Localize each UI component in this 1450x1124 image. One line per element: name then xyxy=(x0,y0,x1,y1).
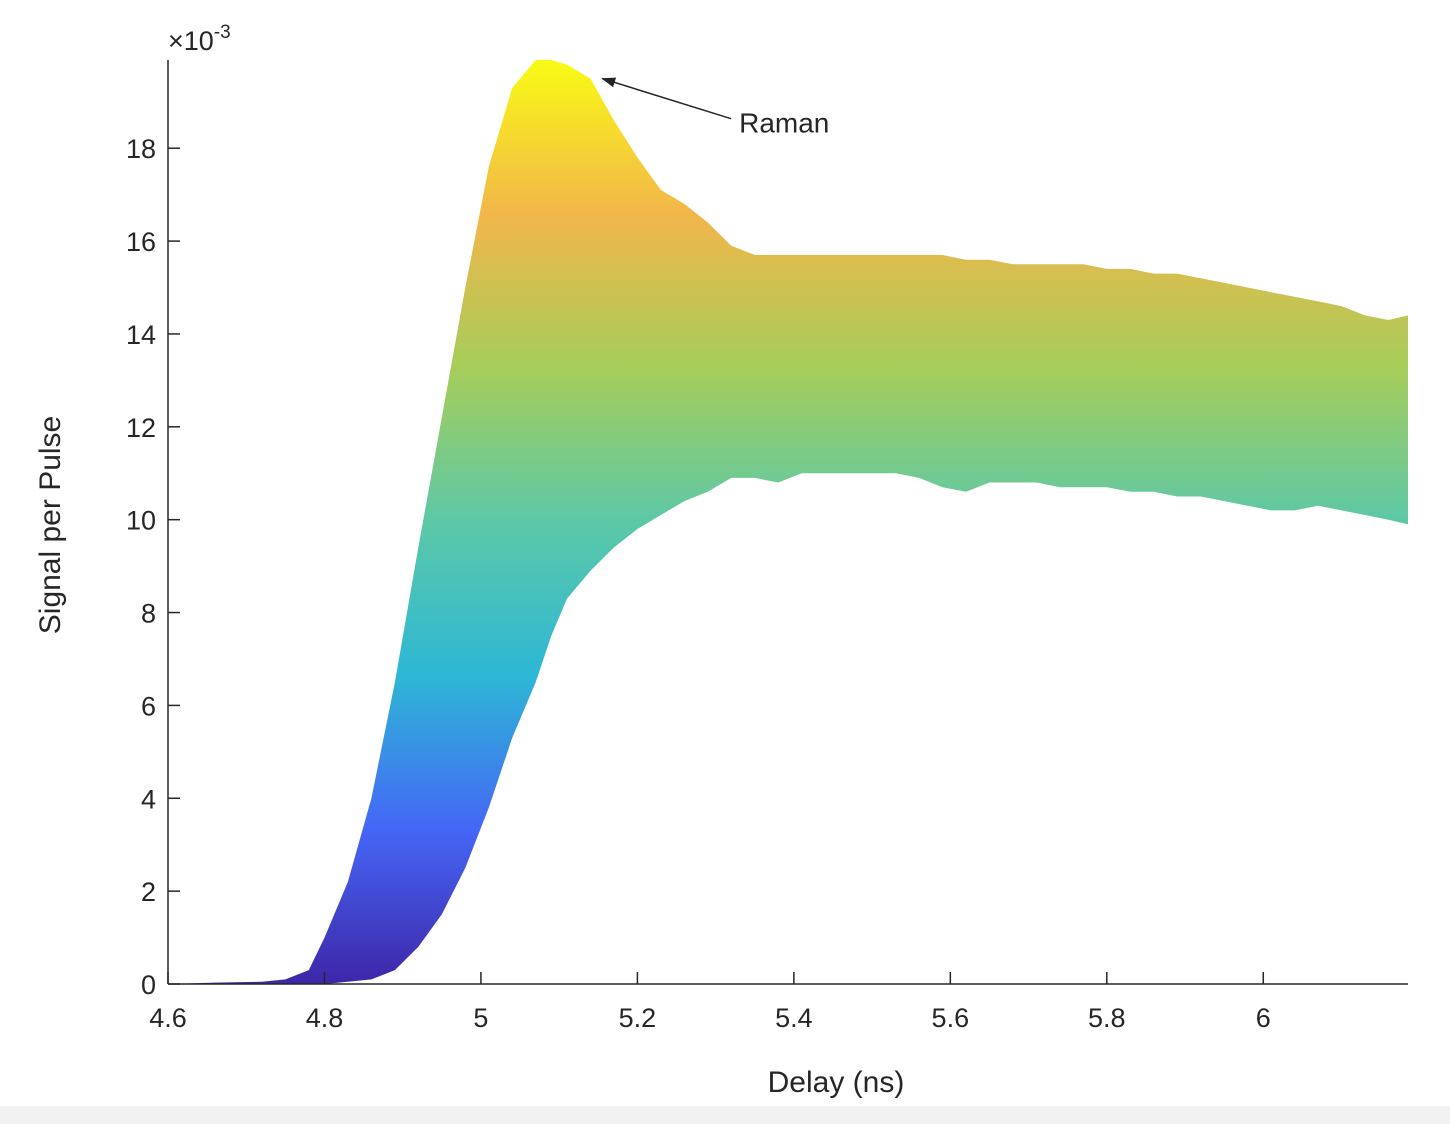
signal-band-area xyxy=(168,60,1408,984)
y-tick-label: 10 xyxy=(126,506,156,536)
x-tick-label: 6 xyxy=(1256,1003,1271,1033)
multiplier-base: 10 xyxy=(184,26,214,56)
y-tick-label: 0 xyxy=(141,970,156,1000)
x-tick-label: 4.6 xyxy=(149,1003,187,1033)
y-tick-label: 4 xyxy=(141,784,156,814)
x-tick-label: 4.8 xyxy=(306,1003,344,1033)
y-axis-multiplier: ×10-3 xyxy=(168,22,231,56)
annotation-layer: Raman xyxy=(601,77,829,139)
annotation-arrow xyxy=(601,77,732,120)
y-tick-label: 18 xyxy=(126,134,156,164)
x-tick-label: 5 xyxy=(473,1003,488,1033)
y-tick-label: 12 xyxy=(126,413,156,443)
ticks-layer: 4.6 4.8 5 5.2 5.4 5.6 5.8 6 0 2 4 6 8 10 12 14 16 18 xyxy=(126,134,1271,1033)
y-tick-label: 14 xyxy=(126,320,156,350)
annotation-label: Raman xyxy=(739,108,829,139)
y-tick-label: 2 xyxy=(141,877,156,907)
multiplier-exponent: -3 xyxy=(214,22,231,43)
axes-layer xyxy=(167,60,1408,985)
y-tick-label: 16 xyxy=(126,227,156,257)
x-tick-label: 5.2 xyxy=(619,1003,657,1033)
y-tick-label: 8 xyxy=(141,599,156,629)
area-layer xyxy=(168,60,1408,984)
y-tick-label: 6 xyxy=(141,691,156,721)
x-tick-label: 5.4 xyxy=(775,1003,813,1033)
multiplier-times-sign: × xyxy=(168,26,184,56)
y-axis-label: Signal per Pulse xyxy=(34,416,67,634)
x-tick-label: 5.6 xyxy=(932,1003,970,1033)
x-axis-label: Delay (ns) xyxy=(768,1066,905,1099)
x-tick-label: 5.8 xyxy=(1088,1003,1126,1033)
bottom-strip xyxy=(0,1106,1450,1124)
